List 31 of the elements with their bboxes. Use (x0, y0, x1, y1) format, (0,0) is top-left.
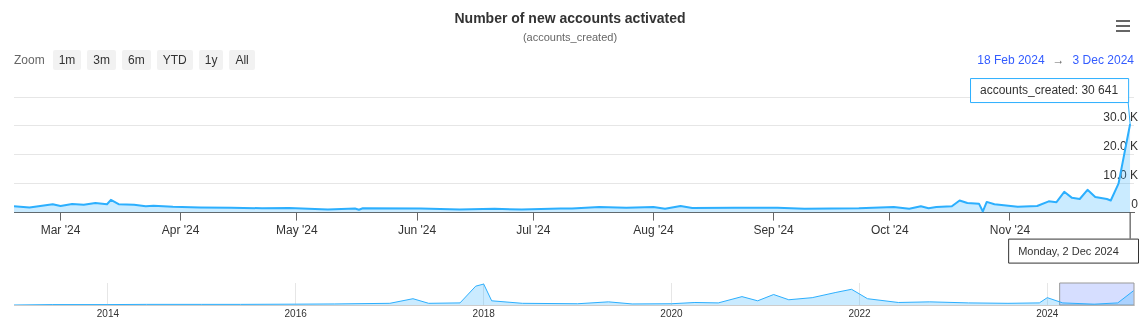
x-tick-label: 2022 (848, 307, 872, 319)
x-tick-label: 2018 (472, 307, 496, 319)
x-tick-label: Aug '24 (633, 223, 674, 238)
y-tick-label: 30.0 K (1103, 110, 1138, 125)
x-tick-label: Apr '24 (161, 223, 200, 238)
annotation: accounts_created: 30 641 (980, 83, 1119, 98)
chart-subtitle: (accounts_created) (521, 31, 619, 43)
x-tick-label: 2016 (284, 307, 308, 319)
annotation: Monday, 2 Dec 2024 (1018, 244, 1119, 257)
text: 1m (52, 50, 82, 70)
text: YTD (156, 50, 193, 70)
x-tick-label: May '24 (276, 223, 319, 238)
x-tick-label: Jul '24 (516, 223, 551, 238)
x-tick-label: Nov '24 (989, 223, 1031, 238)
text: 1y (198, 50, 224, 70)
x-tick-label: Mar '24 (40, 223, 81, 238)
text: 6m (122, 50, 151, 70)
x-tick-label: 2020 (660, 307, 684, 319)
text: 3 Dec 2024 (1072, 53, 1134, 67)
text: 18 Feb 2024 (977, 53, 1045, 67)
x-tick-label: Oct '24 (871, 223, 909, 238)
x-tick-label: 2024 (1036, 307, 1059, 319)
chart-title: Number of new accounts activated (453, 10, 687, 26)
text: → (1052, 53, 1065, 67)
text: 3m (87, 50, 117, 70)
x-tick-label: Jun '24 (397, 223, 437, 238)
x-tick-label: Sep '24 (753, 223, 795, 238)
x-tick-label: 2014 (96, 307, 120, 319)
text: Zoom (14, 53, 45, 67)
y-tick-label: 0 (1131, 196, 1139, 211)
text: All (229, 50, 255, 70)
